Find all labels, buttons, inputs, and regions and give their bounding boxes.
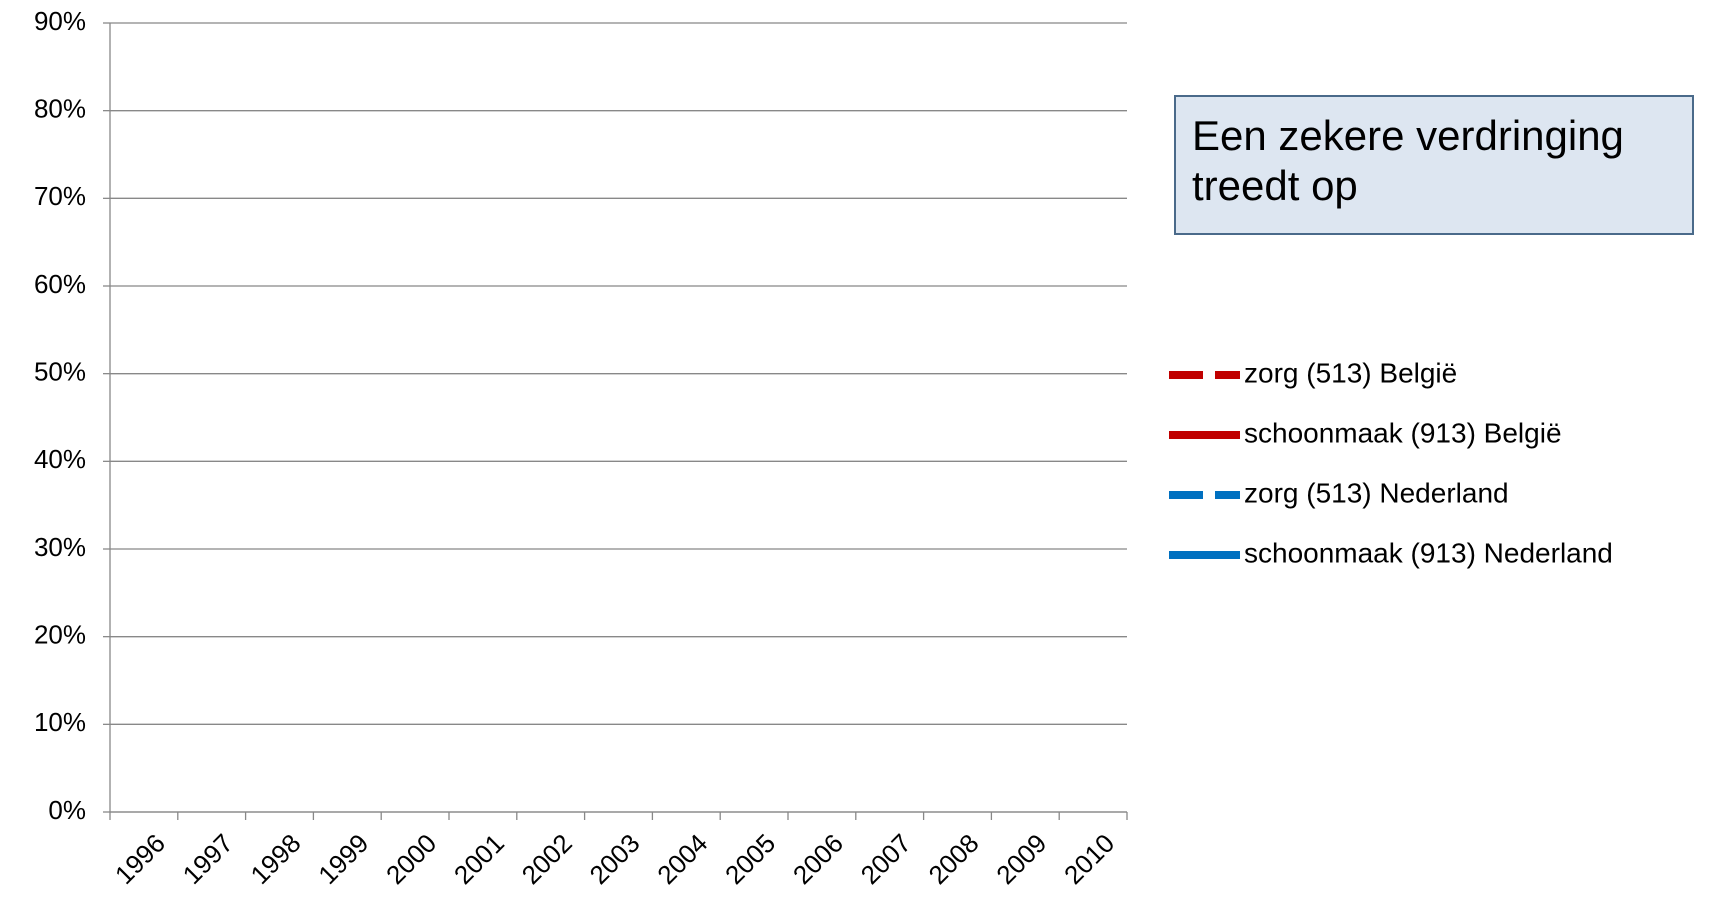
- x-tick-label: 2002: [516, 828, 578, 890]
- y-tick-label: 30%: [34, 532, 86, 562]
- x-tick-label: 2009: [990, 828, 1052, 890]
- x-tick-label: 2008: [922, 828, 984, 890]
- x-tick-label: 2004: [651, 828, 713, 890]
- y-tick-label: 90%: [34, 6, 86, 36]
- legend-label: schoonmaak (913) België: [1244, 417, 1562, 448]
- x-tick-label: 1999: [312, 828, 374, 890]
- x-tick-label: 1998: [244, 828, 306, 890]
- x-tick-label: 2006: [787, 828, 849, 890]
- annotation: Een zekere verdringing treedt op: [1174, 95, 1694, 235]
- y-tick-label: 60%: [34, 269, 86, 299]
- x-tick-label: 2000: [380, 828, 442, 890]
- legend-label: schoonmaak (913) Nederland: [1244, 537, 1613, 568]
- y-tick-label: 80%: [34, 94, 86, 124]
- x-tick-label: 1996: [109, 828, 171, 890]
- x-tick-label: 2007: [855, 828, 917, 890]
- x-tick-label: 2010: [1058, 828, 1120, 890]
- x-tick-label: 2003: [583, 828, 645, 890]
- y-tick-label: 10%: [34, 707, 86, 737]
- y-tick-label: 70%: [34, 181, 86, 211]
- y-tick-label: 0%: [48, 795, 86, 825]
- y-tick-label: 50%: [34, 357, 86, 387]
- legend-label: zorg (513) België: [1244, 357, 1457, 388]
- x-tick-label: 2005: [719, 828, 781, 890]
- x-tick-label: 1997: [177, 828, 239, 890]
- x-tick-label: 2001: [448, 828, 510, 890]
- legend-label: zorg (513) Nederland: [1244, 477, 1509, 508]
- y-tick-label: 40%: [34, 444, 86, 474]
- y-tick-label: 20%: [34, 620, 86, 650]
